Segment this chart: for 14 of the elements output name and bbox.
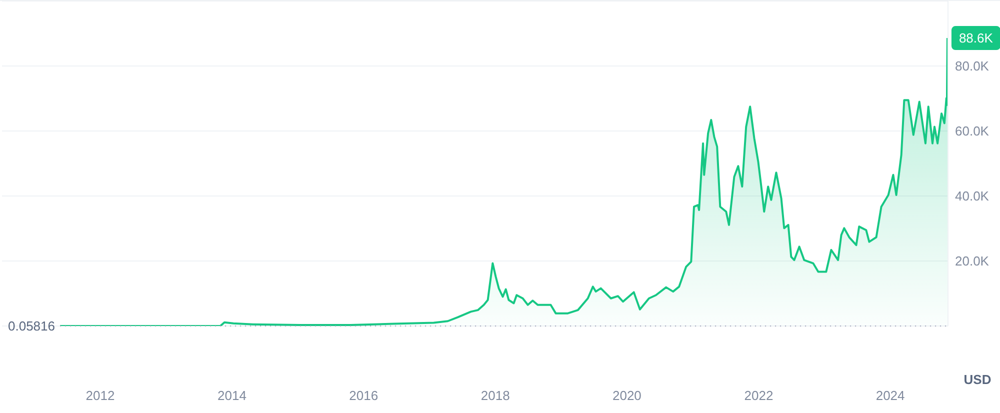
x-tick-label: 2024	[876, 388, 905, 404]
x-tick-label: 2020	[612, 388, 642, 404]
y-tick-label: 40.0K	[955, 188, 990, 204]
annotation: 88.6K	[958, 30, 994, 46]
x-tick-label: 2012	[86, 388, 115, 404]
x-tick-label: 2022	[744, 388, 774, 404]
x-tick-label: 2016	[349, 388, 378, 404]
x-tick-label: 2018	[480, 388, 510, 404]
x-tick-label: 2014	[218, 388, 246, 404]
y-axis-title: USD	[962, 372, 992, 387]
y-tick-label: 80.0K	[955, 58, 990, 74]
y-tick-label: 20.0K	[955, 254, 990, 269]
y-tick-label: 60.0K	[955, 124, 990, 139]
ref-line-label: 0.05816	[8, 318, 55, 334]
